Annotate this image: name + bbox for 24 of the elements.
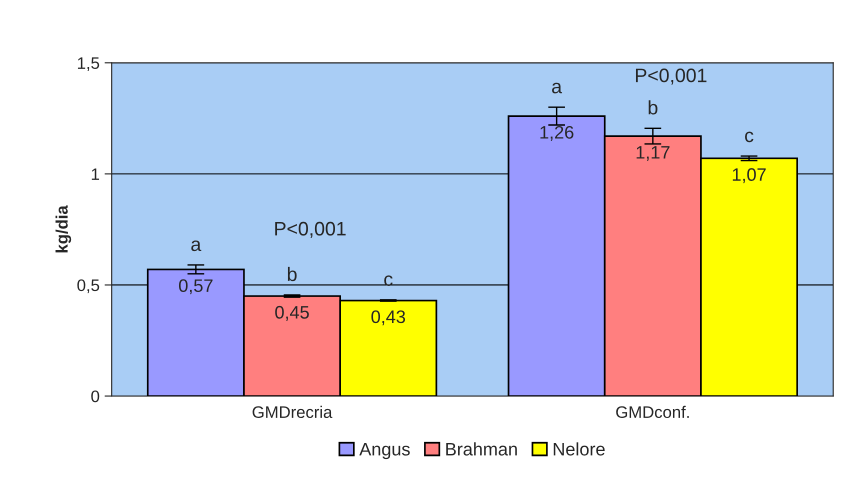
annotation: b [288, 266, 297, 282]
y-tick-label: 0 [91, 390, 100, 402]
annotation: c [745, 132, 754, 142]
y-tick-label: 1 [92, 168, 100, 180]
y-tick-label: 1,5 [78, 57, 100, 71]
data-label: 1,07 [732, 168, 766, 184]
annotation: P<0,001 [275, 222, 346, 238]
annotation: c [384, 275, 393, 286]
x-tick-label: GMDconf. [616, 406, 689, 418]
y-axis-title: kg/dia [56, 205, 72, 252]
x-tick-label: GMDrecria [252, 406, 332, 418]
data-label: 0,43 [371, 310, 406, 326]
annotation: b [648, 100, 658, 114]
data-label: 1,26 [540, 126, 574, 141]
y-tick-label: 0,5 [77, 279, 100, 294]
annotation: a [552, 82, 562, 94]
data-label: 0,57 [178, 279, 213, 294]
data-label: 0,45 [275, 306, 309, 321]
annotation: P<0,001 [636, 68, 706, 85]
legend-label: Angus [359, 442, 410, 460]
legend-label: Nelore [554, 442, 605, 456]
data-label: 1,17 [636, 146, 670, 161]
legend-label: Brahman [446, 442, 517, 456]
annotation: a [191, 240, 202, 252]
